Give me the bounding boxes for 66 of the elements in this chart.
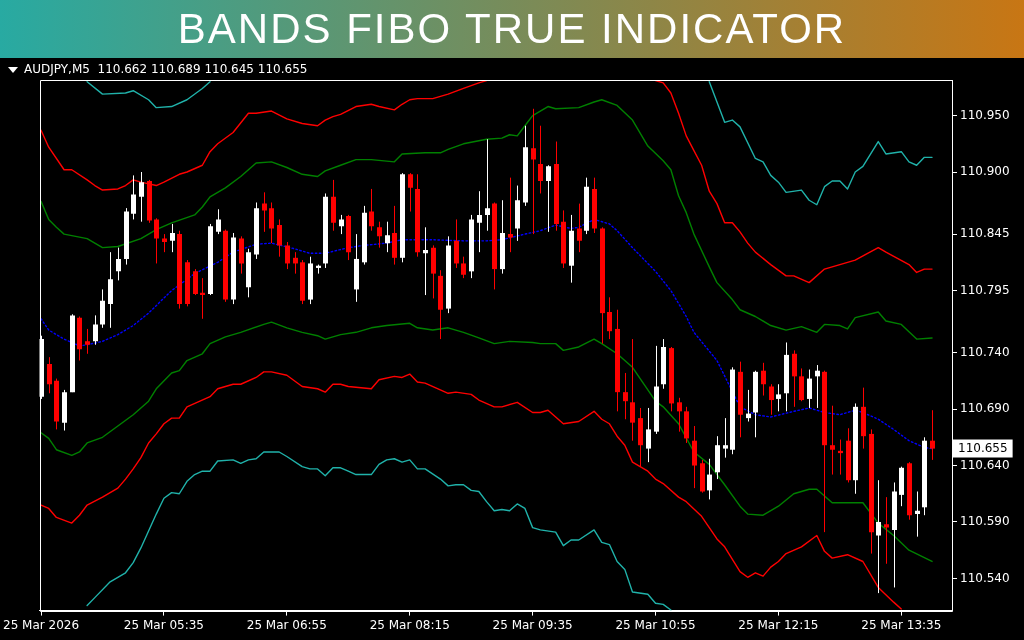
y-tick-label: 110.950	[960, 107, 1010, 122]
candlestick	[723, 417, 728, 459]
candlestick	[369, 188, 374, 232]
candlestick	[85, 328, 90, 355]
candlestick	[154, 217, 159, 264]
candlestick	[646, 407, 651, 463]
x-tick-label: 25 Mar 13:35	[861, 617, 942, 632]
x-tick-label: 25 Mar 05:35	[123, 617, 204, 632]
x-tick-label: 25 Mar 06:55	[246, 617, 327, 632]
candlestick	[477, 190, 482, 253]
candlestick	[577, 203, 582, 253]
candlestick	[531, 108, 536, 235]
x-tick-label: 25 Mar 12:15	[738, 617, 819, 632]
candlestick	[277, 218, 282, 258]
candlestick	[285, 241, 290, 270]
candlestick	[792, 349, 797, 408]
candlestick	[377, 221, 382, 249]
candlestick	[677, 397, 682, 433]
candlestick	[385, 221, 390, 253]
y-tick-label: 110.640	[960, 457, 1010, 472]
candlestick	[200, 277, 205, 320]
candlestick	[454, 218, 459, 269]
candlestick	[170, 223, 175, 253]
chart-subtitle: AUDJPY,M5 110.662 110.689 110.645 110.655	[24, 62, 308, 76]
candlestick	[884, 496, 889, 565]
candlestick	[799, 367, 804, 402]
candlestick	[776, 383, 781, 412]
candlestick	[769, 383, 774, 416]
candlestick	[339, 214, 344, 235]
candlestick	[139, 171, 144, 223]
candlestick	[830, 405, 835, 476]
candlestick	[269, 201, 274, 244]
candlestick	[131, 174, 136, 220]
candlestick	[761, 362, 766, 397]
candlestick	[485, 138, 490, 232]
candlestick	[216, 208, 221, 235]
candlestick	[93, 314, 98, 346]
candlestick	[47, 356, 52, 394]
candlestick	[546, 164, 551, 233]
y-tick-label: 110.540	[960, 570, 1010, 585]
y-tick-label: 110.900	[960, 164, 1010, 179]
candlestick	[100, 288, 105, 329]
candlestick	[623, 372, 628, 420]
candlestick	[876, 479, 881, 594]
y-tick-label: 110.690	[960, 401, 1010, 416]
candlestick	[707, 458, 712, 500]
candlestick	[461, 256, 466, 279]
x-tick-label: 25 Mar 08:15	[369, 617, 450, 632]
chart-title: BANDS FIBO TRUE INDICATOR	[177, 5, 847, 53]
candlestick	[408, 172, 413, 213]
candlestick	[838, 439, 843, 476]
y-tick-label: 110.845	[960, 226, 1010, 241]
candlestick	[538, 125, 543, 194]
y-tick-label: 110.795	[960, 282, 1010, 297]
candlestick	[607, 296, 612, 340]
x-tick-label: 25 Mar 2026	[3, 617, 80, 632]
candlestick	[116, 247, 121, 281]
y-tick-label: 110.590	[960, 514, 1010, 529]
candlestick	[807, 369, 812, 409]
x-tick-label: 25 Mar 09:35	[492, 617, 573, 632]
candlestick	[930, 409, 935, 461]
y-tick-label: 110.740	[960, 344, 1010, 359]
candlestick	[193, 268, 198, 296]
text: 110.655	[958, 440, 1008, 455]
x-tick-label: 25 Mar 10:55	[615, 617, 696, 632]
candlestick	[630, 338, 635, 442]
